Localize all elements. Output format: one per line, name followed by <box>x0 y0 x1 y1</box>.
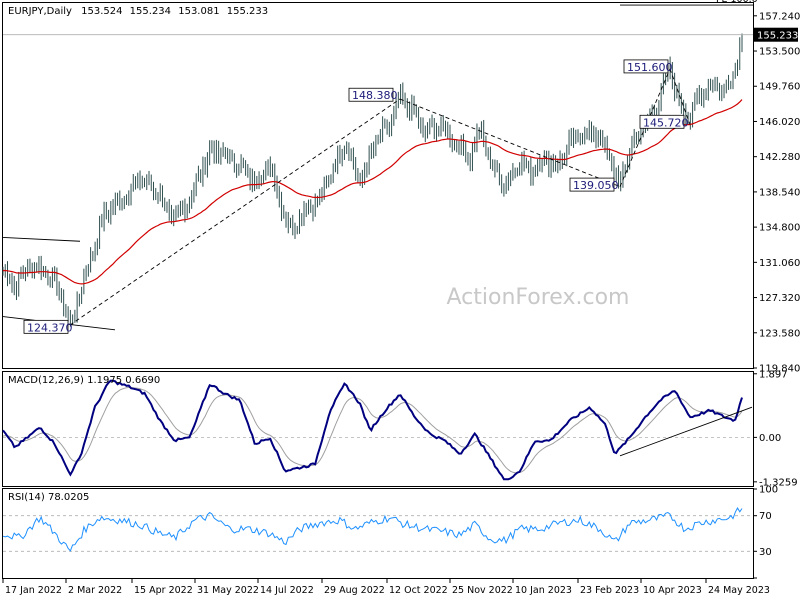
time-tick-label: 25 Nov 2022 <box>452 585 513 596</box>
price-tick-label: 123.580 <box>759 328 800 339</box>
macd-tick-label: -1.3259 <box>759 477 798 488</box>
channel-upper-line <box>2 237 81 242</box>
rsi-panel-frame <box>2 488 754 579</box>
macd-header: MACD(12,26,9) 1.1975 0.6690 <box>8 375 160 386</box>
price-tick-label: 131.060 <box>759 258 800 269</box>
time-tick-label: 29 Aug 2022 <box>324 585 385 596</box>
price-tick-label: 119.840 <box>759 364 800 375</box>
macd-line <box>2 379 743 481</box>
price-panel-frame <box>2 2 754 369</box>
time-axis: 17 Jan 2022 2 Mar 2022 15 Apr 2022 31 May 2… <box>2 578 770 596</box>
dashed-trendline <box>399 98 621 188</box>
price-tick-label: 142.280 <box>759 152 800 163</box>
macd-tick-label: 0.00 <box>759 433 781 444</box>
level-label: 124.370 <box>27 321 73 334</box>
macd-tick-label: 1.897 <box>759 369 788 380</box>
ema-line <box>2 99 743 285</box>
macd-panel-frame <box>2 371 754 487</box>
rsi-tick-label: 70 <box>759 511 772 522</box>
price-tick-label: 153.500 <box>759 47 800 58</box>
time-tick-label: 17 Jan 2022 <box>5 585 62 596</box>
rsi-header: RSI(14) 78.0205 <box>8 492 89 503</box>
fe-level-label: FE 100.0 <box>716 0 758 5</box>
level-label-box <box>623 59 669 74</box>
price-tick-label: 134.800 <box>759 223 800 234</box>
price-tick-label: 138.540 <box>759 187 800 198</box>
macd-trendline <box>619 406 753 457</box>
dashed-trendline <box>69 98 401 326</box>
level-label-box <box>348 87 394 102</box>
level-label: 148.380 <box>352 89 398 102</box>
level-label: 151.600 <box>627 61 673 74</box>
watermark: ActionForex.com <box>447 285 630 310</box>
current-price-box <box>754 27 798 42</box>
symbol-header: EURJPY,Daily 153.524 155.234 153.081 155… <box>8 6 268 17</box>
time-tick-label: 31 May 2022 <box>197 585 259 596</box>
price-tick-label: 149.760 <box>759 82 800 93</box>
time-tick-label: 10 Apr 2023 <box>643 585 702 596</box>
level-label: 145.720 <box>643 116 689 129</box>
price-tick-label: 127.320 <box>759 293 800 304</box>
time-tick-label: 23 Feb 2023 <box>580 585 639 596</box>
time-tick-label: 24 May 2023 <box>708 585 770 596</box>
time-tick-label: 14 Jul 2022 <box>260 585 314 596</box>
level-label-box <box>23 319 69 334</box>
level-label-box <box>639 114 685 129</box>
price-axis: 157.240 153.500 149.760 146.020 142.280 138.5… <box>3 11 800 375</box>
time-tick-label: 2 Mar 2022 <box>68 585 122 596</box>
time-tick-label: 15 Apr 2022 <box>134 585 193 596</box>
current-price-label: 155.233 <box>757 31 798 42</box>
macd-panel: 1.897 0.00 -1.3259 <box>2 369 798 488</box>
level-label-box <box>569 177 615 192</box>
price-tick-label: 157.240 <box>759 11 800 22</box>
time-tick-label: 10 Jan 2023 <box>515 585 572 596</box>
time-tick-label: 12 Oct 2022 <box>389 585 448 596</box>
rsi-tick-label: 100 <box>759 485 778 496</box>
price-tick-label: 146.020 <box>759 117 800 128</box>
level-label: 139.050 <box>573 179 619 192</box>
price-panel: FE 100.0 148.380 124.370 139.050 151.600 145.… <box>2 0 758 334</box>
macd-signal-line <box>2 386 743 474</box>
rsi-tick-label: 30 <box>759 547 772 558</box>
rsi-panel: 100 70 30 <box>2 485 778 579</box>
dashed-trendline <box>669 68 691 125</box>
rsi-line <box>2 506 743 552</box>
